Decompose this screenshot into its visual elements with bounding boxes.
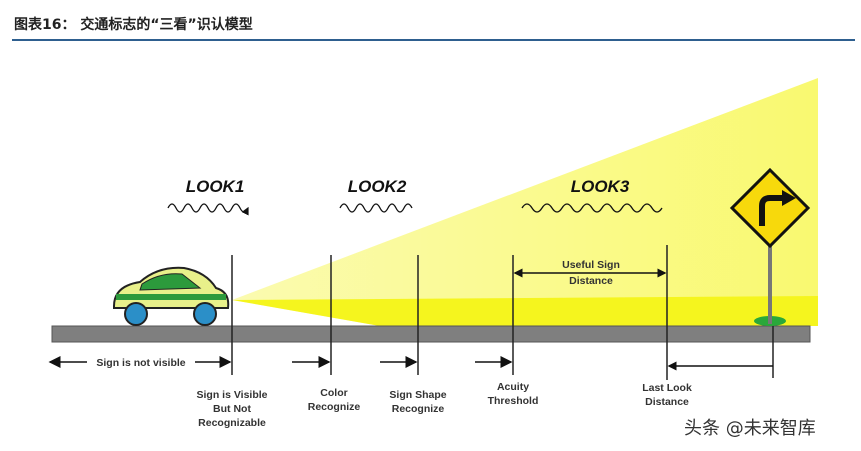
label-last-look: Distance <box>645 396 689 408</box>
label-visible: Sign is Visible <box>197 389 268 401</box>
label-color: Recognize <box>308 401 361 413</box>
label-useful: Distance <box>569 275 613 287</box>
label-shape: Sign Shape <box>389 389 446 401</box>
label-last-look: Last Look <box>642 382 692 394</box>
label-shape: Recognize <box>392 403 445 415</box>
road <box>51 325 811 343</box>
car-icon <box>113 266 230 326</box>
vision-cone <box>232 78 818 326</box>
look2-label: LOOK2 <box>348 177 407 196</box>
watermark: 头条 @未来智库 <box>684 418 816 439</box>
label-not-visible: Sign is not visible <box>96 357 185 369</box>
label-visible: But Not <box>213 403 251 415</box>
label-acuity: Threshold <box>488 395 539 407</box>
vision-cone-bright-band <box>232 296 818 326</box>
label-useful: Useful Sign <box>562 259 620 271</box>
label-acuity: Acuity <box>497 381 529 393</box>
label-visible: Recognizable <box>198 417 266 429</box>
wave-icon <box>521 203 663 213</box>
wave-icon <box>167 203 249 216</box>
title-divider <box>12 39 855 41</box>
turn-right-sign-icon <box>729 167 811 324</box>
distance-markers <box>231 245 774 380</box>
stage-arrows <box>48 268 773 371</box>
wave-icon <box>339 203 413 213</box>
figure-title: 图表16： 交通标志的“三看”识认模型 <box>14 17 253 33</box>
look3-label: LOOK3 <box>571 177 630 196</box>
label-color: Color <box>320 387 347 399</box>
look1-label: LOOK1 <box>186 177 245 196</box>
